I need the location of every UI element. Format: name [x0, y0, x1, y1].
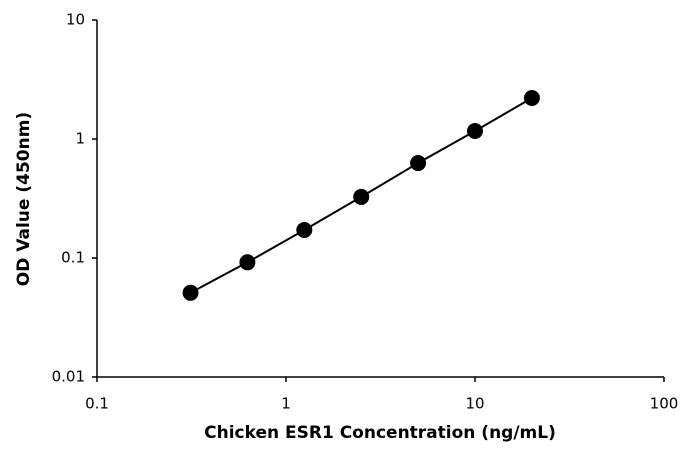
x-tick-label: 1 [281, 395, 291, 413]
data-point [239, 254, 256, 271]
data-point [353, 188, 370, 205]
data-point [523, 90, 540, 107]
y-axis-title: OD Value (450nm) [14, 112, 34, 286]
x-axis-title: Chicken ESR1 Concentration (ng/mL) [204, 423, 556, 443]
y-tick-label: 0.01 [52, 368, 85, 386]
x-tick-label: 10 [465, 395, 484, 413]
x-tick-label: 0.1 [85, 395, 109, 413]
data-point [467, 123, 483, 140]
data-point [296, 221, 313, 238]
y-tick-label: 10 [66, 11, 85, 29]
y-tick-label: 1 [75, 130, 85, 148]
x-tick-label: 100 [650, 395, 679, 413]
data-point [410, 155, 427, 172]
y-tick-label: 0.1 [61, 249, 85, 267]
data-point [182, 284, 199, 301]
